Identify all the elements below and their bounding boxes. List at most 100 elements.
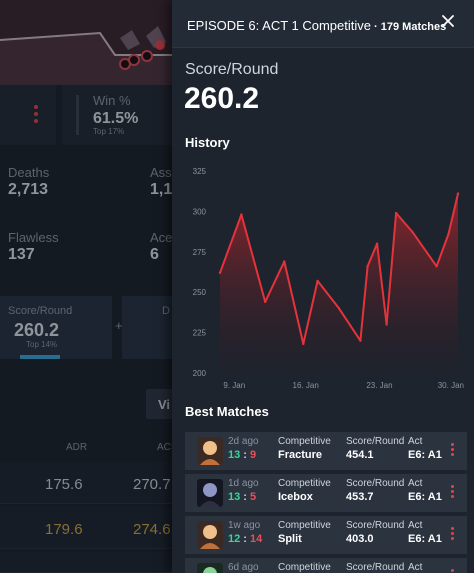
panel-title: EPISODE 6: ACT 1 Competitive · 179 Match…: [187, 18, 446, 33]
match-act-value: E6: A1: [408, 449, 442, 461]
history-point: [283, 260, 286, 263]
match-act-value: E6: A1: [408, 491, 442, 503]
match-score: 13 : 5: [228, 491, 257, 503]
rounds-won: 12: [228, 533, 241, 545]
match-sr-label: Score/Round: [346, 562, 405, 573]
row-adr: 175.6: [45, 476, 83, 493]
match-mode: Competitive: [278, 562, 331, 573]
match-time: 1d ago: [228, 478, 259, 489]
match-act-label: Act: [408, 562, 423, 573]
history-point: [218, 271, 222, 275]
x-tick-label: 23. Jan: [366, 381, 392, 390]
match-act-label: Act: [408, 478, 423, 489]
score-card-value: 260.2: [14, 320, 60, 340]
row-acs: 274.6: [133, 521, 171, 538]
table-row[interactable]: 175.6 270.7: [0, 462, 180, 504]
deaths-label: Deaths: [8, 165, 50, 180]
win-label: Win %: [93, 93, 131, 108]
best-matches-title: Best Matches: [185, 404, 269, 419]
history-point: [302, 342, 305, 346]
match-kebab-icon[interactable]: [451, 527, 455, 542]
history-point: [359, 339, 362, 342]
rounds-won: 13: [228, 491, 241, 503]
match-kebab-icon[interactable]: [451, 485, 455, 500]
history-point: [337, 307, 341, 310]
hero-banner: [0, 0, 180, 85]
match-row[interactable]: 1d ago 13 : 5 Competitive Icebox Score/Round…: [185, 474, 467, 512]
damage-card: D: [122, 296, 180, 359]
match-time: 2d ago: [228, 436, 259, 447]
rank-progress-graphic: [0, 0, 180, 85]
match-map: Icebox: [278, 491, 313, 503]
y-tick-label: 250: [193, 288, 207, 297]
match-sr-label: Score/Round: [346, 436, 405, 447]
match-act-value: E6: A1: [408, 533, 442, 545]
match-kebab-icon[interactable]: [451, 443, 455, 458]
ace-value: 6: [150, 246, 159, 263]
flawless-value: 137: [8, 246, 35, 263]
close-icon[interactable]: [440, 13, 456, 29]
stat-card-blank: [0, 85, 56, 145]
match-row[interactable]: 1w ago 12 : 14 Competitive Split Score/Round…: [185, 516, 467, 554]
panel-header: EPISODE 6: ACT 1 Competitive · 179 Match…: [172, 0, 474, 48]
match-mode: Competitive: [278, 520, 331, 531]
win-value: 61.5%: [93, 110, 139, 127]
row-acs: 270.7: [133, 476, 171, 493]
win-bar: [76, 95, 79, 135]
history-point: [366, 265, 369, 268]
view-button-label: Vi: [158, 397, 171, 412]
rounds-lost: 14: [250, 533, 263, 545]
history-point: [316, 279, 319, 283]
match-row[interactable]: 6d ago Competitive Score/Round Act: [185, 558, 467, 573]
agent-avatar: [197, 521, 223, 549]
match-score: 12 : 14: [228, 533, 263, 545]
match-map: Split: [278, 533, 302, 545]
match-mode: Competitive: [278, 478, 331, 489]
match-score: 13 : 9: [228, 449, 257, 461]
match-row[interactable]: 2d ago 13 : 9 Competitive Fracture Score/Rou…: [185, 432, 467, 470]
agent-avatar: [197, 437, 223, 465]
stat-card-winrate: Win % 61.5% Top 17%: [62, 85, 180, 145]
score-card-bar: [20, 355, 60, 359]
col-acs: ACS: [157, 442, 178, 453]
match-sr-value: 453.7: [346, 491, 374, 503]
score-card-rank: Top 14%: [26, 340, 58, 349]
x-tick-label: 16. Jan: [293, 381, 319, 390]
history-point: [447, 232, 450, 236]
table-row[interactable]: 179.6 274.6: [0, 507, 180, 549]
deaths-value: 2,713: [8, 181, 49, 198]
match-sr-label: Score/Round: [346, 478, 405, 489]
match-kebab-icon[interactable]: [451, 569, 455, 573]
history-point: [385, 323, 388, 326]
history-point: [456, 192, 460, 195]
match-sr-value: 403.0: [346, 533, 374, 545]
rounds-won: 13: [228, 449, 241, 461]
history-title: History: [185, 135, 230, 150]
history-point: [264, 300, 267, 304]
history-point: [375, 242, 379, 245]
y-tick-label: 325: [193, 167, 207, 176]
match-sr-label: Score/Round: [346, 520, 405, 531]
match-time: 6d ago: [228, 562, 259, 573]
damage-label: D: [162, 305, 170, 317]
y-tick-label: 225: [193, 329, 207, 338]
match-act-label: Act: [408, 520, 423, 531]
rounds-lost: 5: [250, 491, 257, 503]
score-round-panel: EPISODE 6: ACT 1 Competitive · 179 Match…: [172, 0, 474, 573]
x-tick-label: 30. Jan: [438, 381, 464, 390]
rounds-lost: 9: [250, 449, 257, 461]
agent-avatar: [197, 563, 223, 573]
history-point: [394, 211, 398, 215]
y-tick-label: 275: [193, 248, 207, 257]
y-tick-label: 300: [193, 207, 207, 216]
score-card: Score/Round 260.2 Top 14%: [0, 296, 112, 359]
match-act-label: Act: [408, 436, 423, 447]
flawless-label: Flawless: [8, 230, 59, 245]
x-tick-label: 9. Jan: [223, 381, 245, 390]
match-time: 1w ago: [228, 520, 261, 531]
history-point: [435, 265, 438, 268]
history-chart: 200 225 250 275 300 325 9. Jan 16. Jan 23. Jan 30…: [193, 167, 464, 390]
win-rank: Top 17%: [93, 127, 125, 136]
kebab-menu-icon[interactable]: [34, 105, 38, 126]
agent-avatar: [197, 479, 223, 507]
